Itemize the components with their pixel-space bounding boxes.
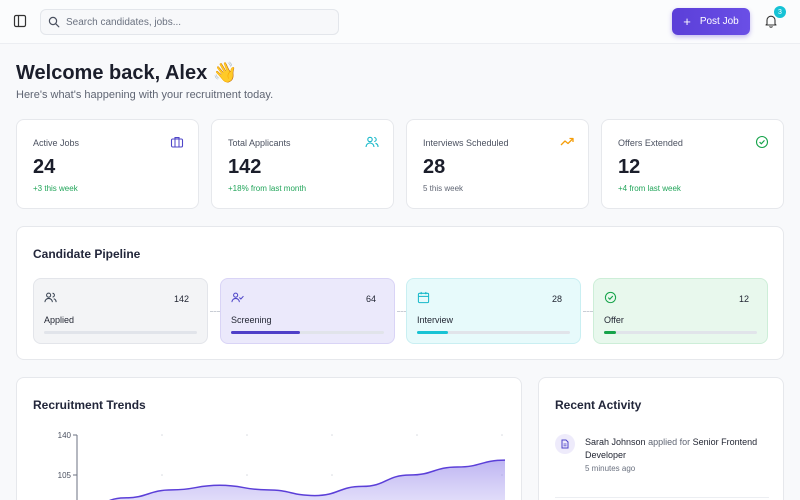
stat-value: 28 [423, 156, 446, 178]
stage-progress-track [417, 331, 570, 334]
stage-progress-fill [604, 331, 617, 334]
stage-connector [397, 311, 407, 312]
calendar-icon [417, 291, 430, 304]
stat-label: Active Jobs [33, 138, 80, 148]
stat-change: +3 this week [33, 184, 78, 193]
stage-connector [210, 311, 220, 312]
recent-activity: Recent Activity Sarah Johnson applied fo… [538, 377, 784, 500]
check-circle-icon [604, 291, 617, 304]
stat-value: 142 [228, 156, 262, 178]
plus-icon: + [683, 14, 691, 29]
grid-dot [501, 434, 503, 436]
activity-target: Senior Frontend Developer [585, 437, 758, 460]
stage-offer[interactable]: 12 Offer [593, 278, 768, 344]
stage-count: 12 [738, 294, 749, 304]
grid-dot [246, 474, 248, 476]
stage-progress-fill [417, 331, 448, 334]
trends-title: Recruitment Trends [33, 398, 146, 412]
stat-label: Interviews Scheduled [423, 138, 509, 148]
stage-name: Interview [417, 315, 454, 325]
post-job-label: Post Job [699, 16, 739, 27]
y-tick-label: 140 [58, 431, 72, 440]
stat-label: Offers Extended [618, 138, 683, 148]
users-icon [44, 292, 57, 303]
grid-dot [331, 474, 333, 476]
stage-name: Screening [231, 315, 272, 325]
activity-item-icon [555, 434, 575, 454]
stat-card-interviews: Interviews Scheduled 28 5 this week [406, 119, 589, 209]
stage-progress-track [604, 331, 757, 334]
trends-chart: 140 105 [58, 431, 506, 500]
activity-title: Recent Activity [555, 398, 642, 412]
recruitment-trends: Recruitment Trends 140 105 [16, 377, 522, 500]
search-icon [48, 16, 60, 28]
stage-name: Applied [44, 315, 75, 325]
stat-change: 5 this week [423, 184, 464, 193]
bell-icon[interactable] [764, 14, 778, 28]
activity-name: Sarah Johnson [585, 437, 646, 447]
stage-connector [583, 311, 593, 312]
activity-item-text[interactable]: Sarah Johnson applied for Senior Fronten… [585, 436, 775, 462]
check-circle-icon [755, 135, 769, 149]
grid-dot [416, 434, 418, 436]
stat-change: +18% from last month [228, 184, 307, 193]
stage-screening[interactable]: 64 Screening [220, 278, 395, 344]
trend-line [109, 459, 506, 500]
stat-card-total-applicants: Total Applicants 142 +18% from last mont… [211, 119, 394, 209]
grid-dot [246, 434, 248, 436]
grid-dot [161, 474, 163, 476]
stage-count: 28 [551, 294, 562, 304]
stat-card-active-jobs: Active Jobs 24 +3 this week [16, 119, 199, 209]
stage-count: 64 [365, 294, 376, 304]
stage-applied[interactable]: 142 Applied [33, 278, 208, 344]
briefcase-icon [170, 137, 184, 148]
stat-value: 24 [33, 156, 56, 178]
grid-dot [161, 434, 163, 436]
user-check-icon [231, 292, 244, 303]
page-subtitle: Here's what's happening with your recrui… [16, 89, 274, 101]
trend-area [111, 460, 505, 500]
search-input[interactable] [66, 16, 326, 28]
stat-label: Total Applicants [228, 138, 291, 148]
post-job-button[interactable]: + Post Job [672, 8, 750, 35]
pipeline-title: Candidate Pipeline [33, 247, 141, 261]
stat-value: 12 [618, 156, 641, 178]
stage-interview[interactable]: 28 Interview [406, 278, 581, 344]
search-box[interactable] [40, 9, 339, 35]
stage-progress-fill [231, 331, 300, 334]
stat-card-offers: Offers Extended 12 +4 from last week [601, 119, 784, 209]
stage-name: Offer [604, 315, 624, 325]
page-title: Welcome back, Alex 👋 [16, 62, 238, 84]
trending-up-icon [560, 137, 574, 146]
users-icon [365, 136, 379, 148]
stage-count: 142 [173, 294, 189, 304]
activity-time: 5 minutes ago [585, 464, 636, 473]
file-icon [561, 439, 569, 449]
top-bar: + Post Job 3 [0, 0, 800, 44]
candidate-pipeline: Candidate Pipeline 142 Applied 64 Screen… [16, 226, 784, 360]
stage-progress-track [44, 331, 197, 334]
divider [555, 497, 769, 498]
stage-progress-track [231, 331, 384, 334]
grid-dot [331, 434, 333, 436]
sidebar-toggle-icon[interactable] [12, 13, 28, 29]
y-tick-label: 105 [58, 471, 72, 480]
activity-action: applied for [648, 437, 691, 447]
notification-badge: 3 [774, 6, 786, 18]
stat-change: +4 from last week [618, 184, 681, 193]
